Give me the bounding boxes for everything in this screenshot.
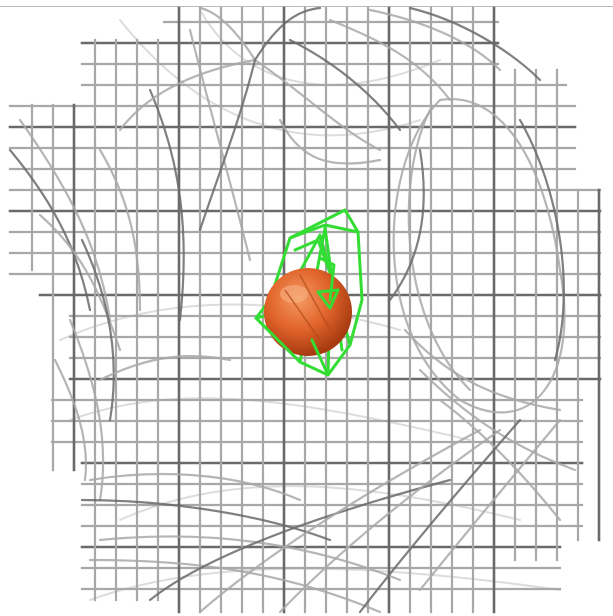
wireframe-contour-curves bbox=[8, 6, 577, 614]
mesh-contour-curve bbox=[368, 8, 502, 72]
mesh-contour-curve bbox=[518, 118, 565, 362]
mesh-contour-curve bbox=[188, 28, 252, 262]
mesh-contour-curve bbox=[408, 6, 542, 82]
mesh-contour-curve bbox=[278, 118, 382, 165]
highlight-front-edge bbox=[254, 316, 302, 364]
mesh-contour-curve bbox=[18, 118, 112, 322]
mesh-contour-curve bbox=[148, 478, 452, 602]
highlight-front-edge bbox=[316, 288, 340, 310]
mesh-contour-curve bbox=[98, 148, 142, 312]
mesh-contour-curve bbox=[418, 418, 562, 592]
mesh-contour-curve bbox=[53, 358, 88, 482]
mesh-back-curve bbox=[199, 9, 441, 86]
sphere-highlight bbox=[280, 285, 308, 303]
mesh-contour-curve bbox=[198, 428, 482, 614]
highlight-front-edge bbox=[318, 256, 336, 302]
mesh-contour-curve bbox=[438, 398, 562, 522]
mesh-contour-curve bbox=[88, 472, 302, 502]
mesh-contour-curve bbox=[407, 108, 472, 392]
mesh-contour-curve bbox=[253, 6, 322, 62]
mesh-contour-curve bbox=[388, 148, 425, 302]
mesh-contour-curve bbox=[403, 328, 562, 412]
mesh-contour-curve bbox=[88, 558, 382, 614]
mesh-contour-curve bbox=[358, 418, 522, 614]
highlight-front-edge bbox=[310, 338, 330, 377]
mesh-back-curve bbox=[119, 19, 421, 137]
mesh-contour-curve bbox=[148, 88, 185, 322]
mesh-contour-curve bbox=[198, 6, 257, 62]
sphere-crease bbox=[299, 274, 331, 331]
mesh-contour-curve bbox=[98, 354, 232, 382]
mesh-contour-curve bbox=[80, 238, 115, 422]
mesh-contour-curve bbox=[80, 498, 332, 542]
mesh-contour-curve bbox=[38, 213, 122, 352]
sphere-body bbox=[264, 268, 352, 356]
sphere-marker[interactable] bbox=[264, 268, 352, 356]
mesh-contour-curve bbox=[288, 38, 402, 132]
viewport-top-border bbox=[0, 6, 613, 7]
mesh-contour-curve bbox=[278, 428, 502, 614]
mesh-contour-curve bbox=[418, 368, 577, 472]
highlight-edge bbox=[288, 223, 360, 240]
mesh-contour-curve bbox=[328, 18, 452, 102]
highlighted-polygon-front-edges bbox=[254, 256, 340, 377]
mesh-contour-curve bbox=[98, 535, 402, 582]
mesh-contour-curve bbox=[392, 97, 566, 414]
mesh-contour-curve bbox=[198, 58, 257, 232]
sphere-crease bbox=[284, 289, 321, 341]
mesh-contour-curve bbox=[253, 58, 382, 152]
mesh-contour-curve bbox=[8, 148, 92, 312]
mesh-contour-curve bbox=[118, 58, 257, 132]
